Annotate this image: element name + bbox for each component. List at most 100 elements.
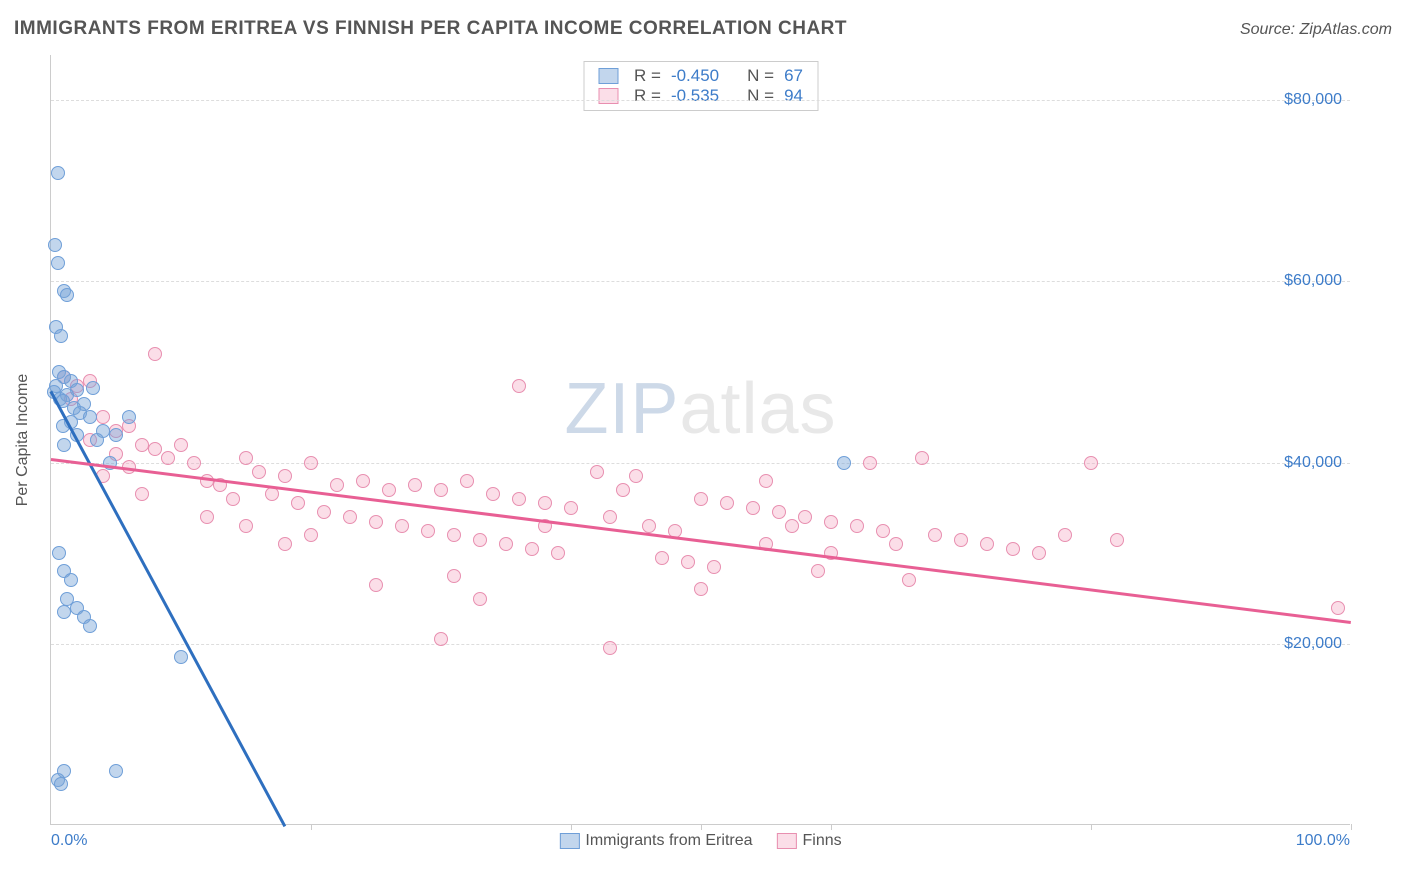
blue-point (837, 456, 851, 470)
pink-point (798, 510, 812, 524)
x-tick (1351, 824, 1352, 830)
n-value: 94 (784, 86, 803, 106)
gridline (51, 281, 1350, 282)
pink-point (889, 537, 903, 551)
pink-point (629, 469, 643, 483)
blue-point (54, 329, 68, 343)
x-tick (1091, 824, 1092, 830)
pink-point (226, 492, 240, 506)
source-label: Source: ZipAtlas.com (1240, 21, 1392, 39)
legend-item: Immigrants from Eritrea (559, 832, 752, 850)
pink-point (239, 519, 253, 533)
r-value: -0.535 (671, 86, 719, 106)
pink-point (148, 347, 162, 361)
pink-point (252, 465, 266, 479)
y-tick-label: $80,000 (1284, 91, 1342, 109)
gridline (51, 100, 1350, 101)
plot-area: Per Capita Income ZIPatlas R =-0.450N =6… (50, 55, 1350, 825)
pink-point (1032, 546, 1046, 560)
pink-point (148, 442, 162, 456)
pink-point (1331, 601, 1345, 615)
pink-point (434, 632, 448, 646)
pink-trendline (51, 458, 1351, 624)
legend-swatch (598, 88, 618, 104)
pink-point (681, 555, 695, 569)
pink-point (759, 474, 773, 488)
pink-point (473, 533, 487, 547)
pink-point (239, 451, 253, 465)
pink-point (850, 519, 864, 533)
blue-point (109, 764, 123, 778)
pink-point (447, 569, 461, 583)
pink-point (356, 474, 370, 488)
x-tick (571, 824, 572, 830)
pink-point (343, 510, 357, 524)
pink-point (876, 524, 890, 538)
blue-point (57, 605, 71, 619)
blue-point (174, 650, 188, 664)
pink-point (1058, 528, 1072, 542)
pink-point (863, 456, 877, 470)
x-axis-max: 100.0% (1296, 832, 1350, 850)
r-label: R = (634, 86, 661, 106)
pink-point (1006, 542, 1020, 556)
n-label: N = (747, 86, 774, 106)
pink-point (304, 456, 318, 470)
pink-point (551, 546, 565, 560)
pink-point (135, 438, 149, 452)
x-tick (701, 824, 702, 830)
pink-point (421, 524, 435, 538)
blue-point (48, 238, 62, 252)
pink-point (174, 438, 188, 452)
pink-point (590, 465, 604, 479)
legend-item: Finns (777, 832, 842, 850)
pink-point (980, 537, 994, 551)
blue-point (54, 777, 68, 791)
pink-point (369, 515, 383, 529)
pink-point (655, 551, 669, 565)
pink-point (265, 487, 279, 501)
pink-point (915, 451, 929, 465)
pink-point (538, 496, 552, 510)
pink-point (785, 519, 799, 533)
r-value: -0.450 (671, 66, 719, 86)
pink-point (200, 510, 214, 524)
pink-point (694, 582, 708, 596)
pink-point (395, 519, 409, 533)
blue-point (64, 573, 78, 587)
pink-point (512, 492, 526, 506)
pink-point (291, 496, 305, 510)
pink-point (304, 528, 318, 542)
blue-point (51, 256, 65, 270)
pink-point (447, 528, 461, 542)
pink-point (772, 505, 786, 519)
blue-point (83, 619, 97, 633)
pink-point (161, 451, 175, 465)
pink-point (1084, 456, 1098, 470)
blue-point (57, 438, 71, 452)
pink-point (317, 505, 331, 519)
pink-point (278, 469, 292, 483)
chart-title: IMMIGRANTS FROM ERITREA VS FINNISH PER C… (14, 18, 847, 40)
pink-point (187, 456, 201, 470)
legend-swatch (559, 833, 579, 849)
blue-point (90, 433, 104, 447)
y-axis-label: Per Capita Income (14, 373, 32, 506)
pink-point (694, 492, 708, 506)
pink-point (928, 528, 942, 542)
watermark: ZIPatlas (564, 368, 836, 450)
pink-point (603, 641, 617, 655)
blue-point (60, 288, 74, 302)
pink-point (434, 483, 448, 497)
pink-point (1110, 533, 1124, 547)
n-label: N = (747, 66, 774, 86)
pink-point (408, 478, 422, 492)
pink-point (824, 515, 838, 529)
pink-point (135, 487, 149, 501)
x-tick (311, 824, 312, 830)
pink-point (382, 483, 396, 497)
pink-point (473, 592, 487, 606)
pink-point (707, 560, 721, 574)
correlation-legend: R =-0.450N =67R =-0.535N =94 (583, 61, 818, 111)
blue-point (51, 166, 65, 180)
